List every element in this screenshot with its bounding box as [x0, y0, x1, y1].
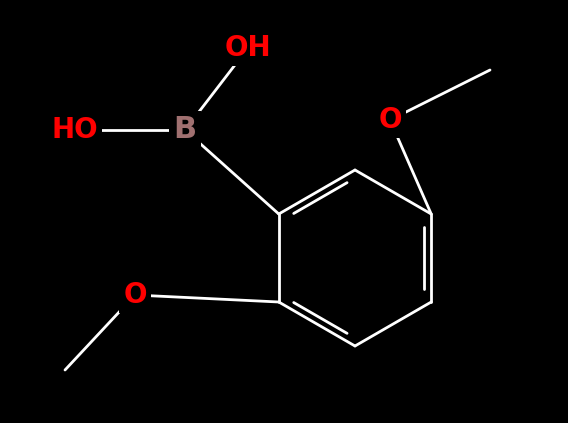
Text: HO: HO — [52, 116, 98, 144]
Text: O: O — [123, 281, 147, 309]
Text: O: O — [378, 106, 402, 134]
Text: B: B — [173, 115, 197, 145]
Text: OH: OH — [225, 34, 272, 62]
